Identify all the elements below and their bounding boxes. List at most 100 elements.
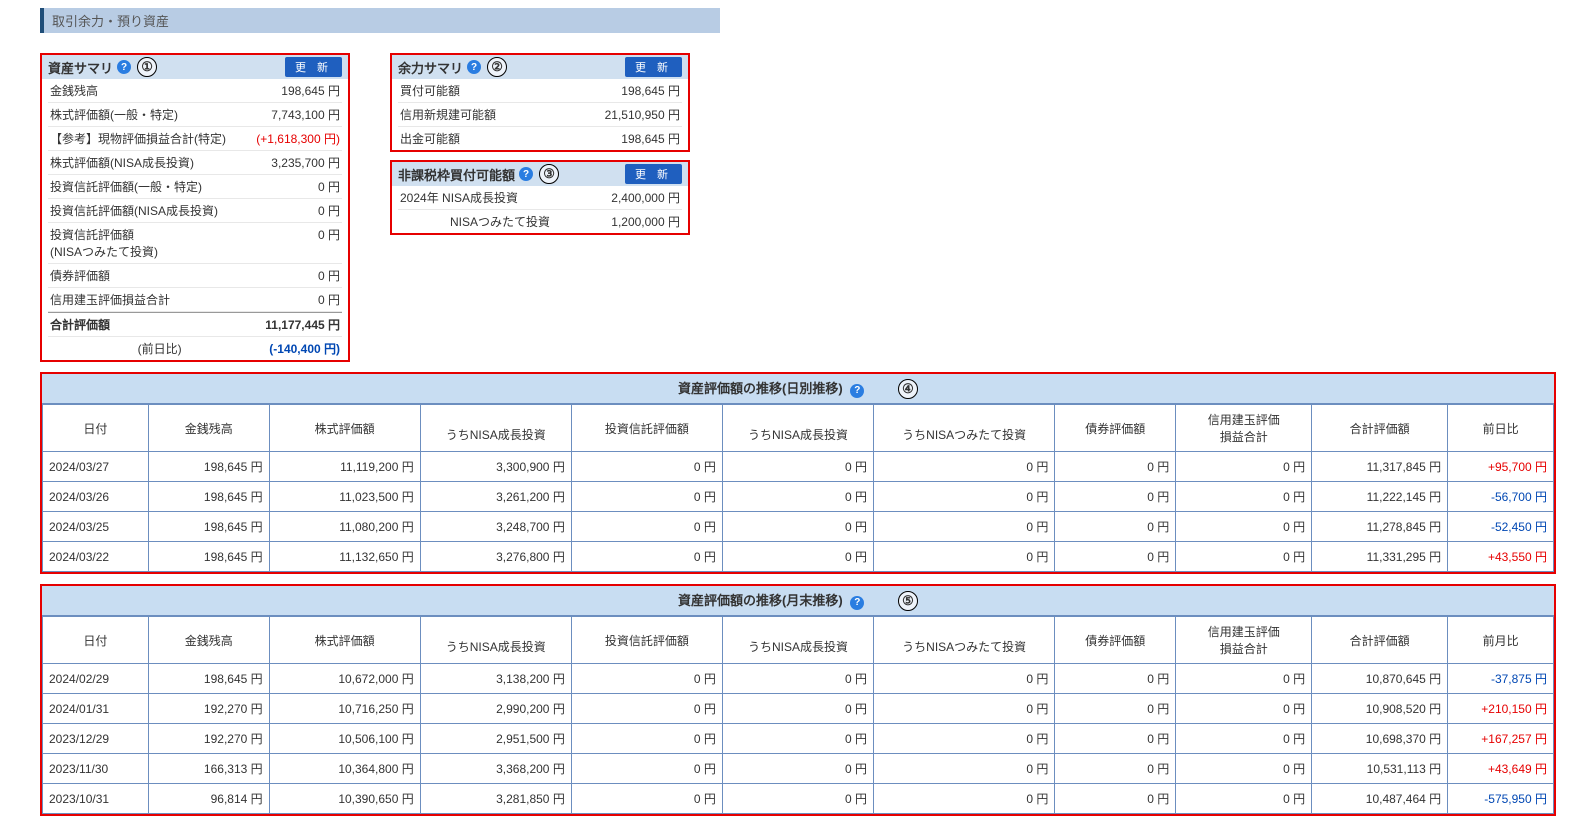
table-cell: 0 円 <box>571 754 722 784</box>
table-cell: -52,450 円 <box>1448 512 1554 542</box>
table-cell: +43,649 円 <box>1448 754 1554 784</box>
panel3-title: 非課税枠買付可能額 <box>398 165 515 184</box>
table-cell: 192,270 円 <box>148 724 269 754</box>
table-row: 2024/03/25198,645 円11,080,200 円3,248,700… <box>43 512 1554 542</box>
table-header: 投資信託評価額 <box>571 405 722 452</box>
table-header: 債券評価額 <box>1055 405 1176 452</box>
table-cell: 0 円 <box>1176 664 1312 694</box>
help-icon[interactable]: ? <box>467 60 481 74</box>
table-cell: 2024/03/25 <box>43 512 149 542</box>
table-row: 2024/01/31192,270 円10,716,250 円2,990,200… <box>43 694 1554 724</box>
kv-label: 出金可能額 <box>400 130 460 147</box>
table-cell: +95,700 円 <box>1448 452 1554 482</box>
table-cell: 0 円 <box>1055 512 1176 542</box>
table-cell: 0 円 <box>874 542 1055 572</box>
table-cell: 0 円 <box>874 784 1055 814</box>
table-cell: 198,645 円 <box>148 542 269 572</box>
kv-label: 投資信託評価額(一般・特定) <box>50 178 202 195</box>
kv-value: 0 円 <box>318 267 340 284</box>
kv-label: 信用新規建可能額 <box>400 106 496 123</box>
kv-row: 信用建玉評価損益合計0 円 <box>48 288 342 312</box>
update-button-1[interactable]: 更 新 <box>285 57 342 77</box>
table-cell: 11,132,650 円 <box>269 542 420 572</box>
table-cell: 2024/02/29 <box>43 664 149 694</box>
kv-row: 投資信託評価額 (NISAつみたて投資)0 円 <box>48 223 342 264</box>
table-row: 2024/03/22198,645 円11,132,650 円3,276,800… <box>43 542 1554 572</box>
kv-value: 198,645 円 <box>621 82 680 99</box>
table-cell: 0 円 <box>571 452 722 482</box>
table-cell: 0 円 <box>1055 482 1176 512</box>
kv-row: 金銭残高 198,645 円 <box>48 79 342 103</box>
table-cell: 11,278,845 円 <box>1312 512 1448 542</box>
kv-value: 198,645 円 <box>281 82 340 99</box>
table-header: うちNISA成長投資 <box>420 418 571 451</box>
kv-row: 2024年 NISA成長投資2,400,000 円 <box>398 186 682 210</box>
kv-label: NISAつみたて投資 <box>400 213 550 230</box>
table-cell: 198,645 円 <box>148 512 269 542</box>
table-cell: 0 円 <box>571 664 722 694</box>
kv-value: 7,743,100 円 <box>271 106 340 123</box>
kv-label: 投資信託評価額(NISA成長投資) <box>50 202 218 219</box>
update-button-3[interactable]: 更 新 <box>625 164 682 184</box>
table-header: 株式評価額 <box>269 405 420 452</box>
table-header: 日付 <box>43 405 149 452</box>
kv-label: 【参考】現物評価損益合計(特定) <box>50 130 226 147</box>
table-row: 2024/03/27198,645 円11,119,200 円3,300,900… <box>43 452 1554 482</box>
kv-row: 投資信託評価額(一般・特定)0 円 <box>48 175 342 199</box>
kv-label: (前日比) <box>50 340 269 357</box>
table-header: うちNISA成長投資 <box>420 630 571 663</box>
kv-label: 買付可能額 <box>400 82 460 99</box>
kv-value: (+1,618,300 円) <box>256 130 340 147</box>
table-cell: 0 円 <box>1176 452 1312 482</box>
table-cell: 0 円 <box>1055 724 1176 754</box>
table-cell: 0 円 <box>722 694 873 724</box>
table-header: うちNISA成長投資 <box>722 630 873 663</box>
table-cell: 0 円 <box>571 694 722 724</box>
update-button-2[interactable]: 更 新 <box>625 57 682 77</box>
table-cell: 3,261,200 円 <box>420 482 571 512</box>
marker-5: ⑤ <box>898 591 918 611</box>
table-cell: 0 円 <box>874 482 1055 512</box>
table-cell: 11,331,295 円 <box>1312 542 1448 572</box>
table-cell: 2023/11/30 <box>43 754 149 784</box>
table-header: うちNISA成長投資 <box>722 418 873 451</box>
help-icon[interactable]: ? <box>519 167 533 181</box>
kv-value: 0 円 <box>318 291 340 308</box>
kv-label: 債券評価額 <box>50 267 110 284</box>
table-cell: 0 円 <box>1176 512 1312 542</box>
help-icon[interactable]: ? <box>117 60 131 74</box>
kv-label: 合計評価額 <box>50 316 110 333</box>
table-header <box>722 405 873 419</box>
table-cell: 0 円 <box>1055 452 1176 482</box>
help-icon[interactable]: ? <box>850 596 864 610</box>
marker-1: ① <box>137 57 157 77</box>
kv-row: 株式評価額(一般・特定)7,743,100 円 <box>48 103 342 127</box>
table-cell: 0 円 <box>722 452 873 482</box>
table-row: 2023/12/29192,270 円10,506,100 円2,951,500… <box>43 724 1554 754</box>
nisa-panel: 非課税枠買付可能額 ? ③ 更 新 2024年 NISA成長投資2,400,00… <box>390 160 690 235</box>
table-cell: 0 円 <box>874 724 1055 754</box>
kv-row: NISAつみたて投資1,200,000 円 <box>398 210 682 233</box>
table-cell: 0 円 <box>1055 694 1176 724</box>
table-cell: 10,716,250 円 <box>269 694 420 724</box>
table-cell: 96,814 円 <box>148 784 269 814</box>
help-icon[interactable]: ? <box>850 384 864 398</box>
kv-row: 信用新規建可能額 21,510,950 円 <box>398 103 682 127</box>
table-cell: 0 円 <box>722 664 873 694</box>
table-cell: 10,487,464 円 <box>1312 784 1448 814</box>
table-cell: 10,908,520 円 <box>1312 694 1448 724</box>
kv-row: 買付可能額 198,645 円 <box>398 79 682 103</box>
table-header: うちNISAつみたて投資 <box>874 630 1055 663</box>
total-row: 合計評価額11,177,445 円 <box>48 312 342 337</box>
table-cell: 0 円 <box>1176 482 1312 512</box>
asset-summary-panel: 資産サマリ ? ① 更 新 金銭残高198,645 円株式評価額(一般・特定)7… <box>40 53 350 362</box>
kv-label: 金銭残高 <box>50 82 98 99</box>
table-cell: 0 円 <box>722 542 873 572</box>
monthly-title: 資産評価額の推移(月末推移) <box>678 593 843 608</box>
kv-value: 21,510,950 円 <box>605 106 680 123</box>
monthly-history-panel: 資産評価額の推移(月末推移) ? ⑤ 日付金銭残高株式評価額投資信託評価額債券評… <box>40 584 1556 816</box>
kv-row: 債券評価額 0 円 <box>48 264 342 288</box>
table-header: 前月比 <box>1448 617 1554 664</box>
table-cell: 0 円 <box>1055 754 1176 784</box>
table-cell: 2024/03/22 <box>43 542 149 572</box>
